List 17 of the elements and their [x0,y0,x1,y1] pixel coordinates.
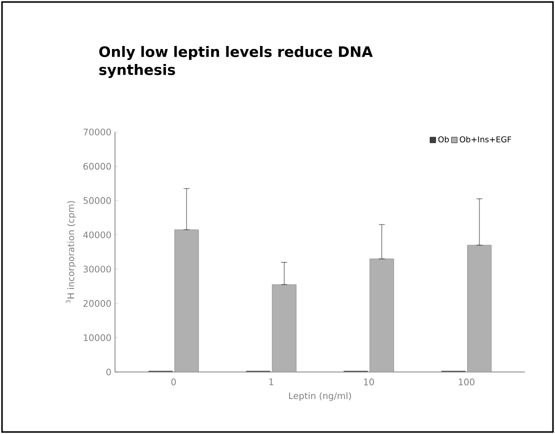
y-tick-label: 50000 [84,197,111,204]
x-axis-title: Leptin (ng/ml) [289,392,351,401]
y-tick-label: 40000 [83,231,111,238]
x-tick-label: 10 [364,378,374,386]
y-tick-label: 0 [106,368,111,376]
y-tick-label: 60000 [83,162,111,170]
x-tick-label: 0 [171,378,176,386]
y-axis-title: $^{3}$H incorporation (cpm) [66,201,76,304]
chart-title: Only low leptin levels reduce DNA synthesis [99,46,373,78]
y-tick-label: 20000 [84,300,111,307]
legend-label: Ob [438,136,449,142]
y-tick-label: 70000 [84,128,111,136]
y-tick-label: 10000 [84,334,111,342]
x-tick-label: 1 [269,378,274,386]
y-tick-label: 30000 [84,266,111,273]
x-tick-label: 100 [458,378,474,386]
legend-label: Ob+Ins+EGF [460,136,512,142]
